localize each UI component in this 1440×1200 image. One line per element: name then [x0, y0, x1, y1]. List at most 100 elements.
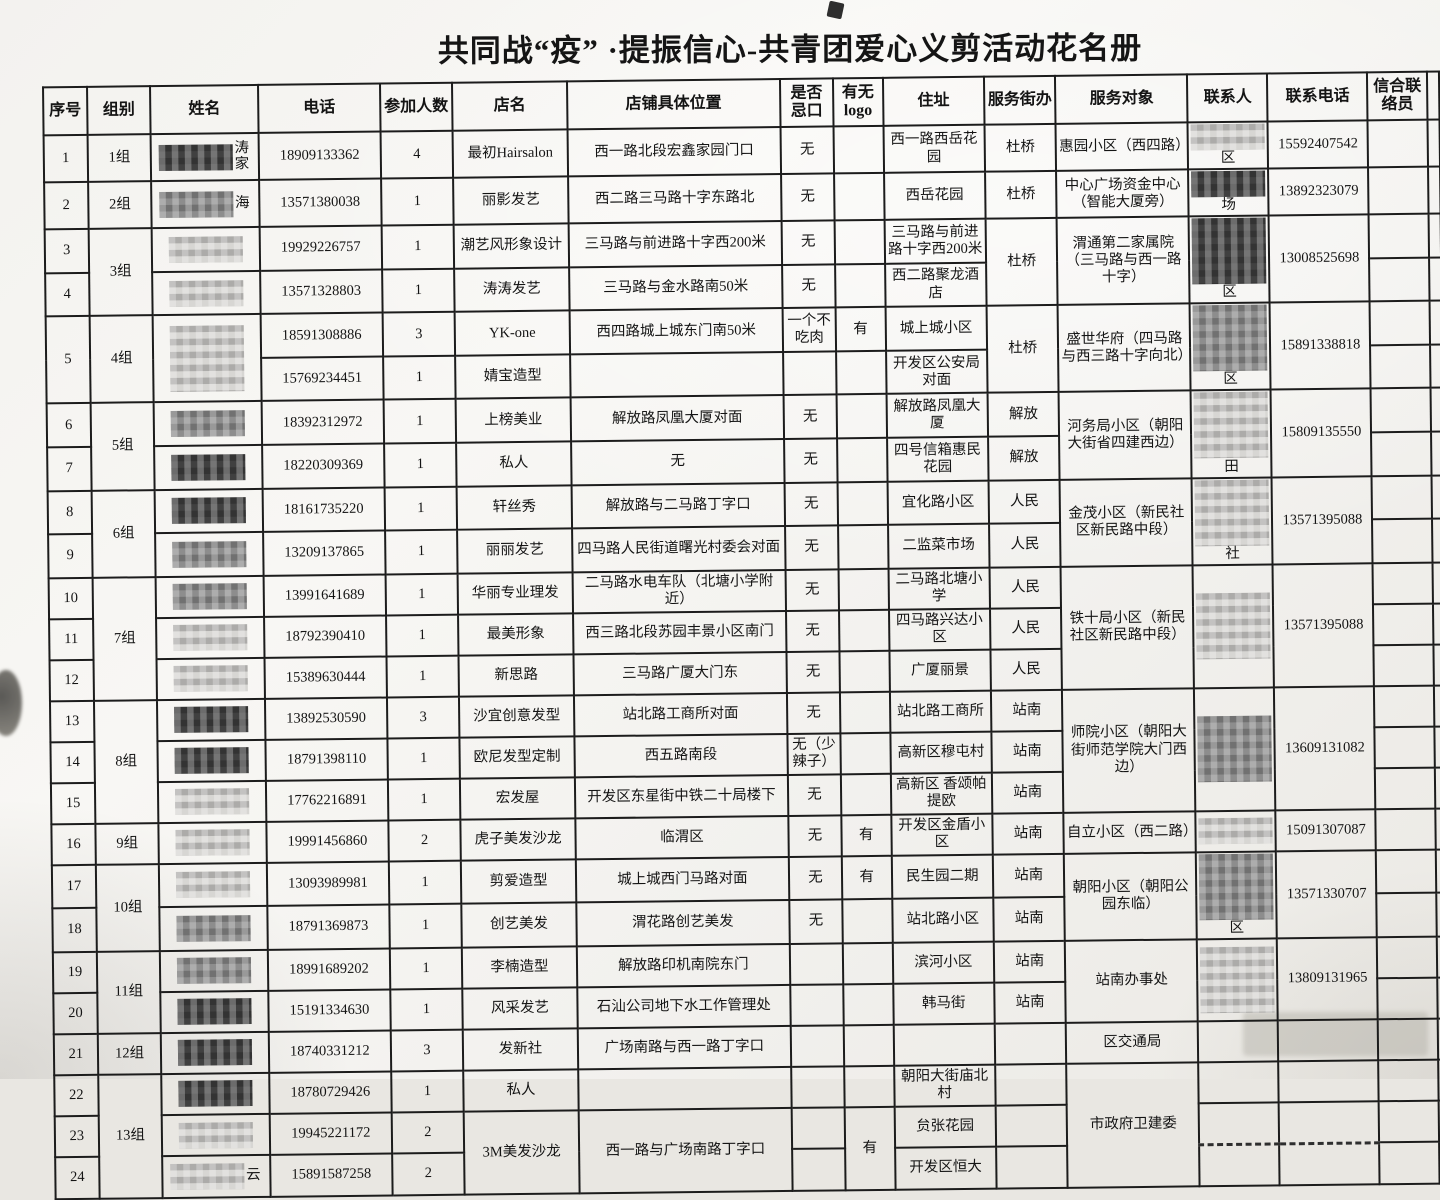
cell-text: 无	[806, 704, 821, 721]
cell-text: 1	[421, 873, 429, 891]
table-cell: 区	[1196, 851, 1278, 940]
cell-text: 4	[413, 146, 421, 163]
cell-text: 12组	[114, 1044, 145, 1062]
table-cell: 18220309369	[262, 443, 385, 489]
table-cell	[1377, 936, 1438, 979]
table-cell: 金茂小区（新民社区新民路中段）	[1059, 477, 1193, 567]
redaction-blur	[176, 871, 251, 899]
table-cell: 民生园二期	[891, 854, 994, 899]
table-cell: 3	[390, 1029, 464, 1072]
cell-text: 开发区东星街中铁二十局楼下	[587, 786, 776, 805]
cell-text: 站南	[1012, 742, 1042, 760]
table-cell: 站南办事处	[1065, 939, 1199, 1023]
table-cell: 高新区 香颂帕提欧	[890, 772, 993, 815]
redaction-blur	[1191, 170, 1266, 198]
redaction-blur	[179, 1121, 254, 1149]
table-cell: 宏发屋	[460, 777, 576, 820]
cell-text: 城上城小区	[899, 319, 973, 337]
table-cell: 1	[386, 655, 460, 698]
redaction-blur	[175, 788, 250, 816]
cell-text: 15191334630	[289, 1001, 370, 1019]
redaction-fragment: 云	[246, 1167, 261, 1184]
cell-text: 丽丽发艺	[485, 542, 544, 559]
table-cell	[156, 616, 265, 659]
cell-text: 私人	[506, 1081, 536, 1098]
table-cell	[1378, 1059, 1439, 1102]
cell-text: 8	[66, 503, 74, 520]
table-cell: 1	[383, 399, 457, 444]
cell-text: 有	[859, 868, 875, 886]
table-cell: 站南	[991, 771, 1064, 814]
table-cell: 场	[1188, 168, 1270, 217]
table-cell	[152, 270, 261, 316]
table-cell: 1	[389, 903, 463, 949]
redaction-fragment: 涛家	[234, 140, 250, 172]
table-cell: 无	[784, 438, 838, 483]
table-cell	[156, 657, 266, 700]
table-cell: 杜桥	[984, 123, 1057, 172]
cell-text: 1	[415, 369, 424, 386]
table-cell: 海	[151, 180, 260, 229]
redaction-blur	[173, 665, 249, 693]
table-cell	[159, 862, 268, 908]
redaction-fragment: 区	[1222, 284, 1237, 301]
cell-text: 区交通局	[1103, 1033, 1162, 1051]
cell-text: 广场南路与西一路丁字口	[604, 1037, 765, 1056]
cell-text: 16	[66, 835, 81, 852]
table-cell: 无	[786, 692, 841, 734]
cell-text: 13892323079	[1278, 182, 1359, 200]
table-cell: 18792390410	[264, 615, 387, 658]
cell-text: 西一路与广场南路丁字口	[605, 1140, 766, 1159]
table-cell: 韩马街	[892, 982, 995, 1025]
redaction-fragment: 田	[1224, 458, 1239, 475]
cell-text: 二监菜市场	[902, 537, 975, 554]
cell-text: 站南	[1015, 952, 1045, 970]
redaction-blur	[158, 190, 234, 218]
table-cell	[838, 568, 889, 611]
cell-text: 河务局小区（朝阳大街省四建西边）	[1067, 417, 1184, 452]
redaction-blur	[174, 747, 250, 775]
redaction-blur	[168, 236, 244, 263]
table-cell: 12组	[97, 1032, 162, 1075]
table-cell: 2	[391, 1111, 465, 1154]
cell-text: 13571395088	[1283, 616, 1364, 633]
table-cell	[1369, 257, 1430, 302]
table-cell: 22	[54, 1074, 99, 1117]
table-cell	[1371, 475, 1432, 520]
table-cell	[1199, 1143, 1281, 1187]
header-cell: 服务街办	[983, 75, 1056, 125]
cell-text: 站北路小区	[906, 911, 980, 929]
cell-text: 1	[413, 193, 422, 210]
table-cell	[893, 1023, 996, 1066]
cell-text: 站南	[1012, 701, 1042, 719]
table-cell: 1	[390, 988, 463, 1031]
cell-text: 8组	[115, 752, 138, 770]
table-cell: 5组	[90, 402, 155, 491]
cell-text: 13571395088	[1282, 510, 1363, 528]
table-cell: 二马路水电车队（北塘小学附近）	[572, 569, 786, 614]
cell-text: 17762216891	[287, 791, 367, 809]
table-cell	[838, 609, 890, 652]
table-cell: 有	[841, 855, 892, 900]
cell-text: 17	[66, 877, 82, 895]
table-cell: 4	[45, 272, 90, 317]
redaction-blur	[1192, 217, 1267, 285]
cell-text: 解放	[1008, 405, 1039, 423]
cell-text: 13组	[115, 1127, 146, 1144]
table-cell	[1379, 1141, 1440, 1185]
table-cell: 23	[54, 1115, 99, 1158]
table-cell: 师院小区（朝阳大街师范学院大门西边）	[1062, 688, 1196, 813]
table-cell	[836, 437, 888, 482]
table-cell: 11	[49, 618, 94, 660]
table-cell: 1	[384, 486, 458, 531]
table-cell: 解放路凤凰大厦对面	[570, 395, 785, 442]
cell-text: 民生园二期	[905, 867, 979, 885]
cell-text: 市政府卫建委	[1089, 1115, 1177, 1133]
redaction-blur	[1198, 817, 1274, 845]
table-cell: 四马路兴达小区	[888, 608, 991, 651]
table-cell: 虎子美发沙龙	[460, 818, 576, 861]
table-cell	[162, 1113, 271, 1157]
table-cell	[1435, 808, 1440, 850]
cell-text: 15592407542	[1278, 135, 1359, 153]
cell-text: 1	[62, 150, 70, 167]
